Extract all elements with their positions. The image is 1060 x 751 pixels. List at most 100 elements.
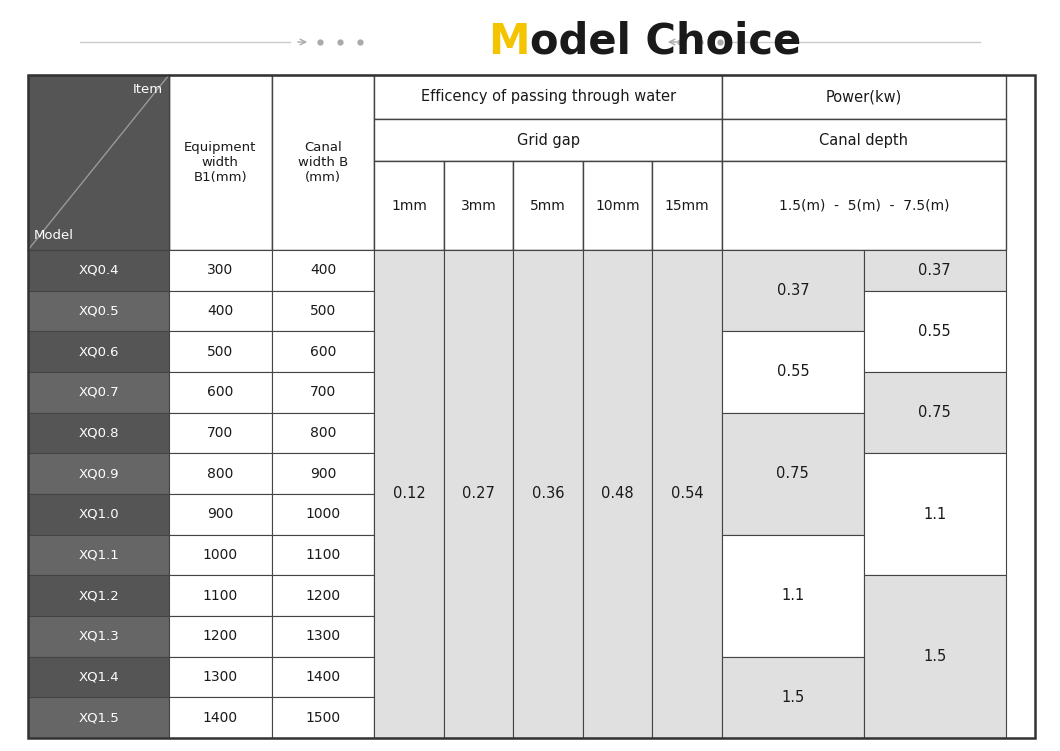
Bar bbox=[374, 535, 444, 575]
Text: 15mm: 15mm bbox=[665, 198, 709, 213]
Bar bbox=[652, 616, 722, 656]
Text: 1300: 1300 bbox=[202, 670, 237, 684]
Text: 1100: 1100 bbox=[202, 589, 237, 602]
Bar bbox=[444, 372, 513, 412]
Text: 1.5: 1.5 bbox=[781, 690, 805, 705]
Text: Equipment
width
B1(mm): Equipment width B1(mm) bbox=[184, 141, 257, 184]
Bar bbox=[722, 119, 1006, 161]
Bar bbox=[444, 250, 513, 291]
Bar bbox=[271, 494, 374, 535]
Text: 800: 800 bbox=[207, 466, 233, 481]
Bar bbox=[513, 616, 583, 656]
Bar bbox=[271, 331, 374, 372]
Bar bbox=[513, 494, 583, 535]
Text: 0.37: 0.37 bbox=[919, 263, 951, 278]
Text: Model: Model bbox=[34, 229, 74, 242]
Bar bbox=[374, 119, 722, 161]
Text: 1000: 1000 bbox=[305, 508, 340, 521]
Bar bbox=[374, 161, 444, 250]
Text: 1100: 1100 bbox=[305, 548, 340, 562]
Bar bbox=[722, 75, 1006, 119]
Bar bbox=[28, 698, 169, 738]
Bar bbox=[169, 494, 271, 535]
Bar bbox=[513, 535, 583, 575]
Bar bbox=[583, 656, 652, 698]
Bar bbox=[374, 656, 444, 698]
Bar bbox=[652, 698, 722, 738]
Bar bbox=[864, 372, 1006, 454]
Bar bbox=[444, 575, 513, 616]
Bar bbox=[169, 616, 271, 656]
Text: 0.75: 0.75 bbox=[918, 406, 951, 420]
Bar bbox=[28, 494, 169, 535]
Bar bbox=[864, 575, 1006, 738]
Bar bbox=[513, 372, 583, 412]
Text: XQ0.5: XQ0.5 bbox=[78, 304, 119, 318]
Bar bbox=[374, 250, 444, 291]
Bar bbox=[652, 291, 722, 331]
Bar bbox=[722, 535, 864, 656]
Bar bbox=[271, 656, 374, 698]
Bar bbox=[652, 250, 722, 738]
Bar bbox=[444, 331, 513, 372]
Text: 900: 900 bbox=[310, 466, 336, 481]
Text: 1.5(m)  -  5(m)  -  7.5(m): 1.5(m) - 5(m) - 7.5(m) bbox=[778, 198, 949, 213]
Bar bbox=[583, 291, 652, 331]
Text: XQ0.9: XQ0.9 bbox=[78, 467, 119, 480]
Bar bbox=[722, 412, 864, 535]
Bar bbox=[444, 291, 513, 331]
Text: 10mm: 10mm bbox=[596, 198, 640, 213]
Bar bbox=[28, 331, 169, 372]
Bar bbox=[374, 372, 444, 412]
Bar bbox=[169, 412, 271, 454]
Text: 0.54: 0.54 bbox=[671, 487, 704, 502]
Text: 800: 800 bbox=[310, 426, 336, 440]
Bar bbox=[271, 75, 374, 250]
Text: 700: 700 bbox=[310, 385, 336, 400]
Text: 1.1: 1.1 bbox=[781, 588, 805, 603]
Bar bbox=[271, 575, 374, 616]
Bar bbox=[583, 161, 652, 250]
Bar bbox=[513, 454, 583, 494]
Text: XQ0.7: XQ0.7 bbox=[78, 386, 119, 399]
Bar bbox=[271, 535, 374, 575]
Bar bbox=[513, 250, 583, 291]
Bar bbox=[374, 331, 444, 372]
Text: 1400: 1400 bbox=[202, 710, 237, 725]
Text: 3mm: 3mm bbox=[461, 198, 496, 213]
Bar bbox=[864, 291, 1006, 372]
Bar bbox=[583, 535, 652, 575]
Bar bbox=[28, 75, 169, 250]
Bar bbox=[169, 75, 271, 250]
Bar bbox=[444, 535, 513, 575]
Bar bbox=[722, 161, 1006, 250]
Bar bbox=[444, 250, 513, 738]
Text: 1mm: 1mm bbox=[391, 198, 427, 213]
Bar bbox=[652, 494, 722, 535]
Bar bbox=[169, 535, 271, 575]
Text: 400: 400 bbox=[207, 304, 233, 318]
Bar bbox=[374, 291, 444, 331]
Bar bbox=[722, 250, 864, 331]
Bar bbox=[652, 454, 722, 494]
Bar bbox=[652, 331, 722, 372]
Bar bbox=[374, 575, 444, 616]
Bar bbox=[864, 454, 1006, 575]
Text: XQ0.4: XQ0.4 bbox=[78, 264, 119, 277]
Text: Grid gap: Grid gap bbox=[516, 132, 580, 147]
Bar bbox=[169, 372, 271, 412]
Bar bbox=[169, 454, 271, 494]
Text: 1400: 1400 bbox=[305, 670, 340, 684]
Bar bbox=[169, 698, 271, 738]
Text: 1500: 1500 bbox=[305, 710, 340, 725]
Text: 1000: 1000 bbox=[202, 548, 237, 562]
Bar bbox=[652, 372, 722, 412]
Text: XQ0.8: XQ0.8 bbox=[78, 427, 119, 439]
Text: Canal depth: Canal depth bbox=[819, 132, 908, 147]
Bar bbox=[652, 535, 722, 575]
Bar bbox=[28, 616, 169, 656]
Bar bbox=[652, 412, 722, 454]
Bar bbox=[374, 454, 444, 494]
Bar bbox=[271, 412, 374, 454]
Bar bbox=[652, 656, 722, 698]
